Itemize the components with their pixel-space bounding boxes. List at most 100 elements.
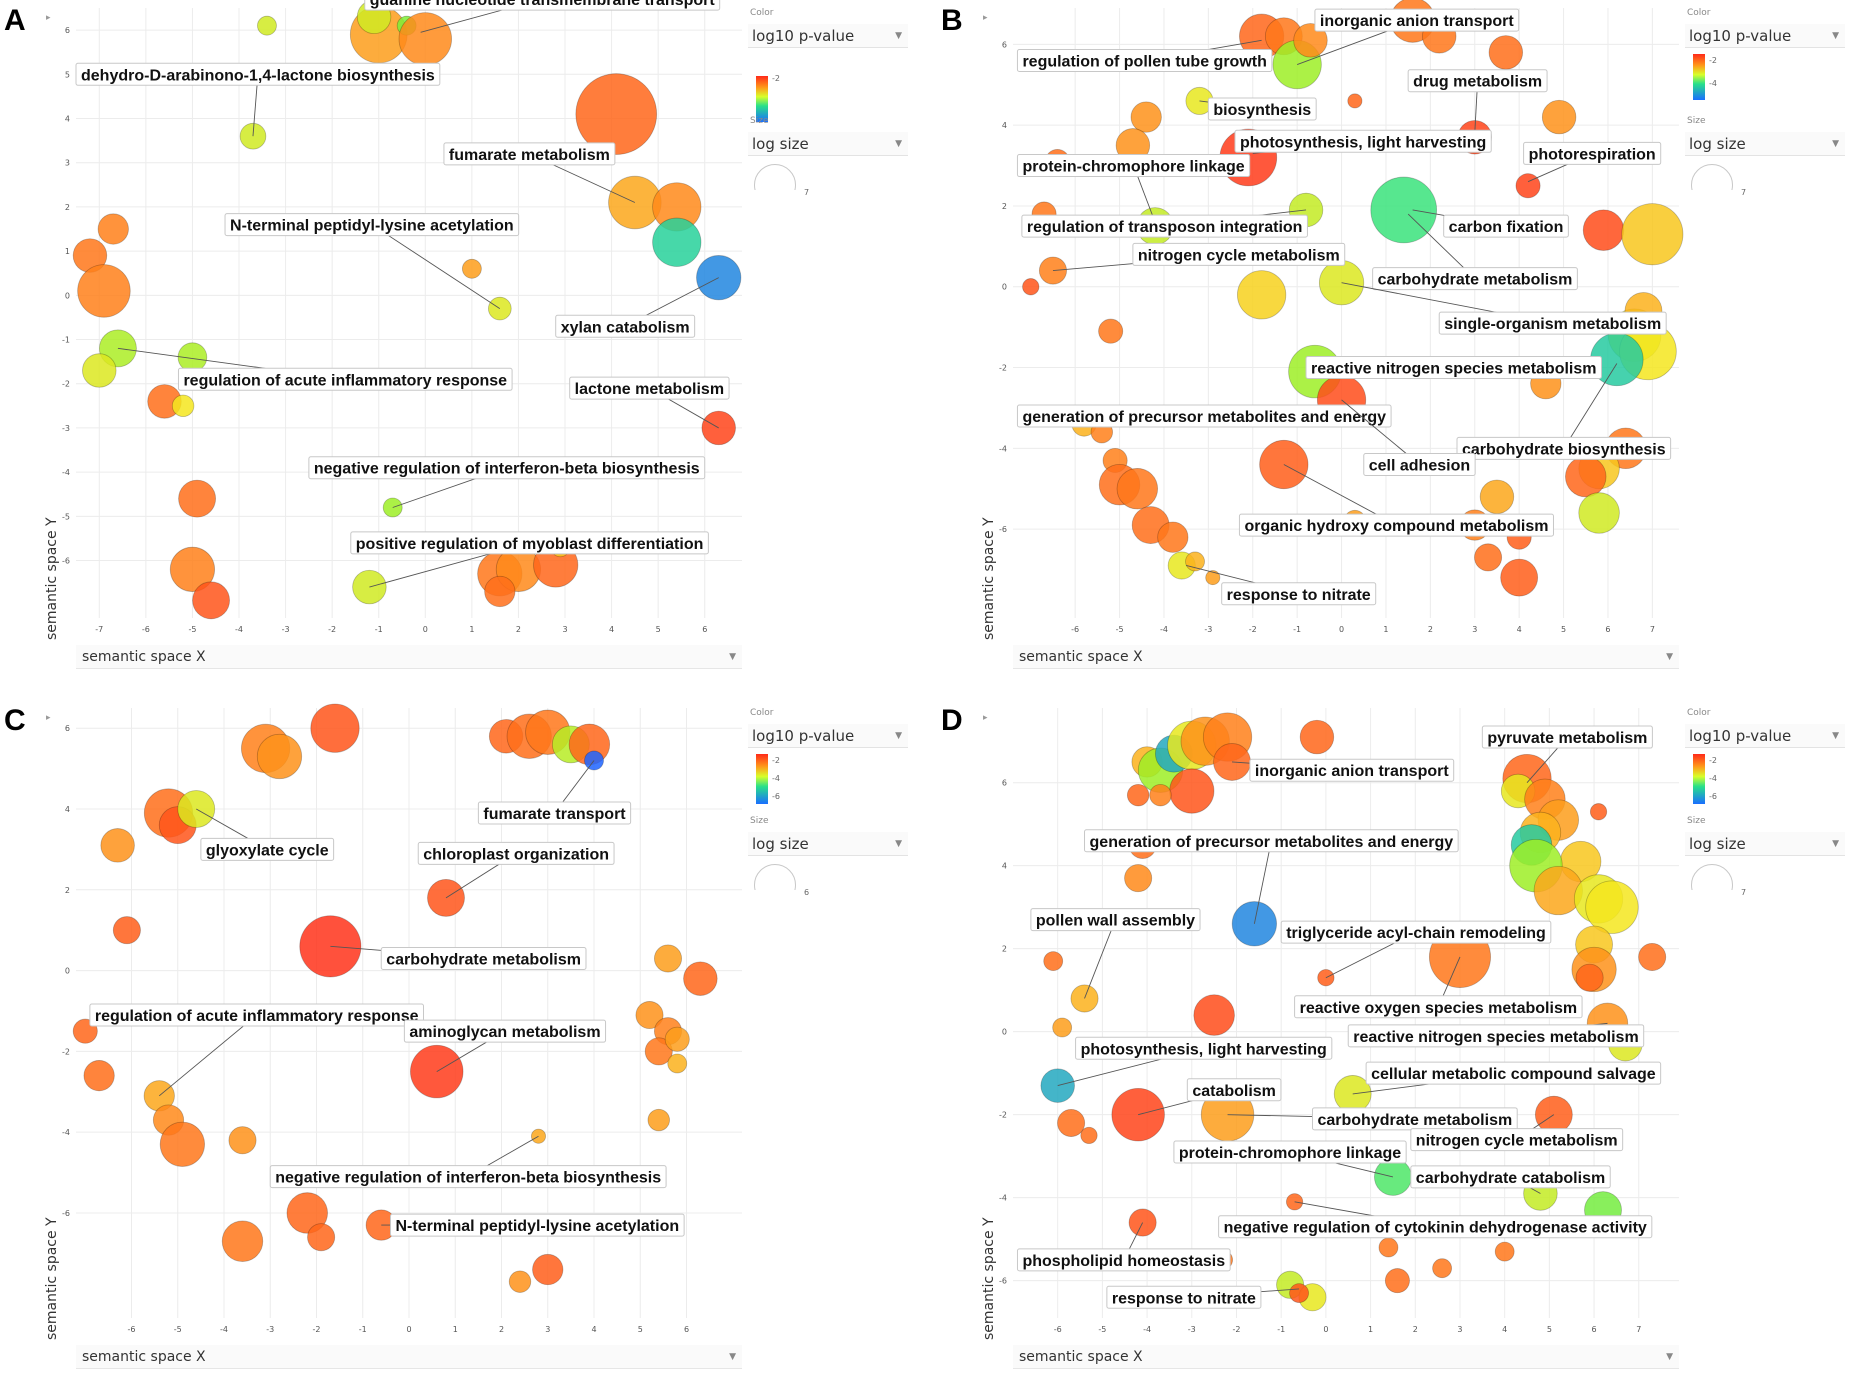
scatter-point[interactable] bbox=[1575, 963, 1604, 992]
scatter-point[interactable] bbox=[1565, 455, 1607, 498]
scatter-point[interactable] bbox=[1378, 1237, 1399, 1258]
x-axis-dropdown-a[interactable]: semantic space X ▼ bbox=[76, 645, 742, 669]
scatter-point[interactable] bbox=[508, 1270, 532, 1293]
scatter-point[interactable] bbox=[286, 1192, 328, 1234]
scatter-point[interactable] bbox=[1052, 1017, 1073, 1038]
scatter-point[interactable] bbox=[1057, 1108, 1086, 1137]
scatter-point[interactable] bbox=[1299, 719, 1335, 755]
scatter-point[interactable] bbox=[1621, 203, 1684, 266]
scatter-point[interactable] bbox=[484, 575, 516, 608]
scatter-point[interactable] bbox=[1370, 176, 1438, 244]
color-dropdown-b[interactable]: log10 p-value ▼ bbox=[1685, 24, 1845, 48]
scatter-point[interactable] bbox=[169, 546, 216, 592]
scatter-point[interactable] bbox=[1038, 256, 1067, 285]
scatter-point[interactable] bbox=[1585, 880, 1639, 934]
scatter-point[interactable] bbox=[667, 1053, 688, 1074]
scatter-point[interactable] bbox=[1213, 743, 1251, 781]
scatter-point[interactable] bbox=[77, 264, 131, 318]
scatter-point[interactable] bbox=[1169, 768, 1215, 814]
scatter-point[interactable] bbox=[97, 213, 129, 245]
scatter-point[interactable] bbox=[1285, 1193, 1304, 1211]
scatter-point[interactable] bbox=[1130, 101, 1162, 133]
scatter-point[interactable] bbox=[1534, 1095, 1573, 1134]
scatter-point[interactable] bbox=[221, 1220, 264, 1262]
scatter-point[interactable] bbox=[1293, 23, 1328, 58]
scatter-point[interactable] bbox=[310, 703, 360, 753]
x-axis-dropdown-c[interactable]: semantic space X ▼ bbox=[76, 1345, 742, 1369]
color-dropdown-c[interactable]: log10 p-value ▼ bbox=[748, 724, 908, 748]
scatter-point[interactable] bbox=[256, 733, 303, 780]
scatter-point[interactable] bbox=[1589, 803, 1608, 821]
scatter-point[interactable] bbox=[1479, 479, 1515, 515]
scatter-point[interactable] bbox=[1193, 994, 1235, 1036]
scatter-point[interactable] bbox=[1043, 951, 1064, 972]
scatter-point[interactable] bbox=[532, 1253, 564, 1286]
scatter-point[interactable] bbox=[1126, 783, 1150, 807]
scatter-point[interactable] bbox=[112, 916, 141, 945]
scatter-point[interactable] bbox=[1205, 570, 1221, 586]
scatter-point[interactable] bbox=[382, 497, 403, 518]
scatter-point[interactable] bbox=[171, 394, 195, 418]
scatter-point[interactable] bbox=[1070, 984, 1099, 1013]
scatter-point[interactable] bbox=[654, 944, 683, 973]
scatter-point[interactable] bbox=[1347, 93, 1363, 109]
scatter-point[interactable] bbox=[1474, 543, 1503, 572]
x-axis-dropdown-b[interactable]: semantic space X ▼ bbox=[1013, 645, 1679, 669]
scatter-point[interactable] bbox=[1515, 173, 1541, 199]
size-dropdown-b[interactable]: log size ▼ bbox=[1685, 132, 1845, 156]
size-dropdown-d[interactable]: log size ▼ bbox=[1685, 832, 1845, 856]
size-dropdown-a[interactable]: log size ▼ bbox=[748, 132, 908, 156]
scatter-point[interactable] bbox=[1638, 942, 1667, 971]
scatter-point[interactable] bbox=[1384, 1268, 1410, 1294]
scatter-point[interactable] bbox=[664, 1026, 690, 1052]
scatter-point[interactable] bbox=[1116, 468, 1159, 510]
scatter-point[interactable] bbox=[683, 961, 718, 996]
scatter-point[interactable] bbox=[461, 258, 482, 279]
scatter-point[interactable] bbox=[1289, 1283, 1309, 1304]
corner-triangle-icon[interactable]: ▸ bbox=[983, 712, 988, 722]
scatter-point[interactable] bbox=[652, 217, 702, 267]
scatter-point[interactable] bbox=[1040, 1068, 1075, 1103]
scatter-point[interactable] bbox=[644, 1037, 673, 1066]
corner-triangle-icon[interactable]: ▸ bbox=[46, 12, 51, 22]
scatter-point[interactable] bbox=[1494, 1241, 1515, 1262]
scatter-point[interactable] bbox=[635, 1001, 664, 1030]
scatter-point[interactable] bbox=[1157, 521, 1189, 553]
scatter-point[interactable] bbox=[1237, 270, 1287, 320]
scatter-point[interactable] bbox=[575, 73, 658, 155]
scatter-point[interactable] bbox=[1128, 1208, 1157, 1237]
scatter-point[interactable] bbox=[1541, 99, 1577, 135]
scatter-point[interactable] bbox=[83, 1060, 115, 1092]
scatter-point[interactable] bbox=[1149, 783, 1172, 807]
scatter-point[interactable] bbox=[307, 1223, 336, 1252]
scatter-point[interactable] bbox=[1080, 1126, 1098, 1145]
size-dropdown-c[interactable]: log size ▼ bbox=[748, 832, 908, 856]
scatter-point[interactable] bbox=[1582, 209, 1625, 251]
scatter-point[interactable] bbox=[1488, 35, 1524, 70]
scatter-point[interactable] bbox=[1022, 278, 1040, 296]
scatter-point[interactable] bbox=[1317, 969, 1335, 987]
scatter-point[interactable] bbox=[192, 581, 230, 620]
scatter-point[interactable] bbox=[1259, 439, 1309, 490]
color-dropdown-d[interactable]: log10 p-value ▼ bbox=[1685, 724, 1845, 748]
scatter-point[interactable] bbox=[1111, 1087, 1165, 1142]
scatter-point[interactable] bbox=[398, 12, 453, 66]
scatter-point[interactable] bbox=[1231, 901, 1277, 947]
x-axis-dropdown-d[interactable]: semantic space X ▼ bbox=[1013, 1345, 1679, 1369]
scatter-point[interactable] bbox=[1432, 1258, 1453, 1279]
scatter-point[interactable] bbox=[178, 479, 216, 518]
scatter-point[interactable] bbox=[584, 750, 604, 771]
scatter-point[interactable] bbox=[159, 1121, 205, 1167]
corner-triangle-icon[interactable]: ▸ bbox=[983, 12, 988, 22]
scatter-point[interactable] bbox=[257, 15, 277, 36]
scatter-point[interactable] bbox=[1500, 558, 1539, 597]
scatter-point[interactable] bbox=[228, 1126, 257, 1155]
scatter-point[interactable] bbox=[82, 353, 117, 388]
scatter-point[interactable] bbox=[647, 1108, 670, 1132]
scatter-point[interactable] bbox=[1124, 864, 1153, 893]
scatter-point[interactable] bbox=[1578, 492, 1620, 534]
scatter-point[interactable] bbox=[1098, 318, 1124, 344]
scatter-point[interactable] bbox=[100, 828, 135, 863]
corner-triangle-icon[interactable]: ▸ bbox=[46, 712, 51, 722]
scatter-point[interactable] bbox=[299, 915, 362, 978]
